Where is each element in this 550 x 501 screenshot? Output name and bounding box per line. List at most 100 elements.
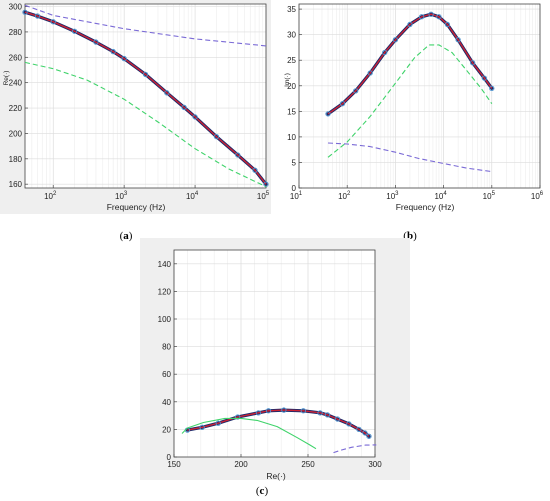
x-tick-label-exponent: 5 xyxy=(492,191,496,197)
x-tick-label-base: 10 xyxy=(338,192,347,201)
chart-b-series-3-line xyxy=(327,142,492,173)
x-tick-label: 250 xyxy=(301,460,315,469)
data-point xyxy=(366,433,372,439)
y-tick-label: 260 xyxy=(9,53,23,62)
panel-label-letter: b xyxy=(407,230,413,242)
y-tick-label: 40 xyxy=(162,398,171,407)
y-tick-label: 220 xyxy=(9,104,23,113)
chart-b-x-axis-label: Frequency (Hz) xyxy=(396,202,455,212)
chart-a-panel-label: (a) xyxy=(120,230,133,242)
chart-b: 101 102 103 104 105 10605101520253035Frequenc… xyxy=(284,3,544,242)
data-point xyxy=(22,9,28,15)
data-point xyxy=(192,114,198,120)
chart-a-series-2-line xyxy=(24,4,267,47)
x-tick-label: 101 xyxy=(290,191,303,201)
x-tick-label-base: 10 xyxy=(434,192,443,201)
y-tick-label: 5 xyxy=(292,158,297,167)
panel-label-open: ( xyxy=(120,230,124,242)
y-tick-label: 120 xyxy=(158,287,172,296)
data-point xyxy=(455,37,461,43)
data-point xyxy=(367,70,373,76)
data-point xyxy=(281,407,287,413)
x-tick-label-base: 10 xyxy=(115,192,124,201)
chart-b-plot-area xyxy=(299,4,540,188)
data-point xyxy=(300,408,306,414)
x-tick-label: 105 xyxy=(257,191,270,201)
panel-label-close: ) xyxy=(413,230,417,242)
x-tick-label-exponent: 1 xyxy=(299,191,303,197)
data-point xyxy=(339,101,346,107)
x-tick-label-exponent: 5 xyxy=(266,191,270,197)
data-point xyxy=(199,424,205,430)
chart-a: 102 103 104 105160180200220240260280300Freq… xyxy=(0,0,271,242)
data-point xyxy=(317,410,323,416)
data-point xyxy=(362,430,368,436)
y-tick-label: 200 xyxy=(9,129,23,138)
panel-label-close: ) xyxy=(264,485,268,497)
y-tick-label: 280 xyxy=(9,28,23,37)
chart-c: 150 200 250 300 0 20 40 60 80 100 120 140 Re(·) (c) xyxy=(140,238,410,497)
data-point xyxy=(428,11,434,17)
chart-a-grid xyxy=(24,4,267,188)
chart-a-x-axis-label: Frequency (Hz) xyxy=(107,202,166,212)
data-point xyxy=(407,21,413,28)
x-tick-label-base: 10 xyxy=(386,192,395,201)
x-tick-label: 103 xyxy=(115,191,128,201)
data-point xyxy=(324,412,331,418)
x-tick-label-base: 10 xyxy=(290,192,299,201)
chart-b-grid xyxy=(298,4,541,189)
y-tick-label: 300 xyxy=(9,3,23,12)
chart-b-y-axis-label: Im(·) xyxy=(284,73,291,87)
x-tick-label: 105 xyxy=(483,191,496,201)
chart-a-frame xyxy=(24,3,267,189)
x-tick-label: 102 xyxy=(338,191,351,201)
data-point xyxy=(356,426,362,433)
x-tick-label-exponent: 2 xyxy=(347,191,351,197)
x-tick-label-exponent: 4 xyxy=(195,191,199,197)
chart-a-series-0-line xyxy=(24,11,267,185)
data-point xyxy=(444,21,451,28)
panel-label-letter: a xyxy=(123,230,129,242)
x-tick-label-exponent: 2 xyxy=(53,191,57,197)
chart-c-series-1-markers xyxy=(184,407,372,439)
y-tick-label: 0 xyxy=(292,184,297,193)
chart-c-frame xyxy=(173,249,376,458)
data-point xyxy=(255,410,262,416)
y-tick-label: 20 xyxy=(162,425,171,434)
y-tick-label: 10 xyxy=(287,133,296,142)
x-tick-label: 200 xyxy=(234,460,248,469)
data-point xyxy=(234,414,241,420)
data-point xyxy=(481,75,487,81)
y-tick-label: 80 xyxy=(162,343,171,352)
chart-b-series-0-line xyxy=(327,13,493,115)
panel-label-open: ( xyxy=(403,230,407,242)
x-tick-label: 103 xyxy=(386,191,399,201)
data-point xyxy=(489,85,495,91)
data-point xyxy=(325,111,331,117)
chart-c-series-0-line xyxy=(187,409,370,437)
chart-b-frame xyxy=(298,3,541,189)
data-point xyxy=(235,152,241,158)
data-point xyxy=(215,420,221,426)
x-tick-label-base: 10 xyxy=(186,192,195,201)
x-tick-label: 150 xyxy=(167,460,181,469)
y-tick-label: 100 xyxy=(158,315,172,324)
x-tick-label: 104 xyxy=(434,191,447,201)
data-point xyxy=(436,14,442,20)
chart-c-x-axis-label: Re(·) xyxy=(266,471,286,481)
x-tick-label-base: 10 xyxy=(531,192,540,201)
data-point xyxy=(418,14,425,20)
data-point xyxy=(213,133,220,140)
data-point xyxy=(392,37,399,43)
data-point xyxy=(142,71,149,78)
data-point xyxy=(252,167,258,173)
panel-label-open: ( xyxy=(256,485,260,497)
data-point xyxy=(50,19,56,25)
y-tick-label: 20 xyxy=(287,82,296,91)
x-tick-label: 104 xyxy=(186,191,199,201)
x-tick-label-base: 10 xyxy=(257,192,266,201)
x-tick-label-exponent: 3 xyxy=(395,191,399,197)
data-point xyxy=(110,48,116,55)
y-tick-label: 25 xyxy=(287,56,296,65)
